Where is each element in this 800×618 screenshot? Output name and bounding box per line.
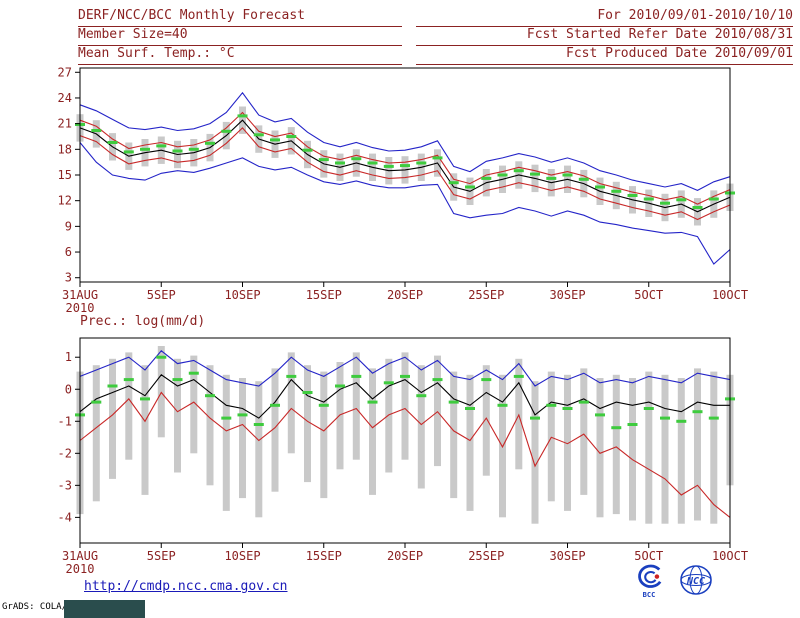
svg-text:20SEP: 20SEP [387, 288, 423, 302]
svg-text:10OCT: 10OCT [712, 549, 748, 563]
svg-text:12: 12 [58, 194, 72, 208]
svg-text:10OCT: 10OCT [712, 288, 748, 302]
svg-text:30SEP: 30SEP [549, 549, 585, 563]
ncc-equator-line [680, 574, 712, 586]
svg-text:3: 3 [65, 271, 72, 285]
forecast-range-label: For 2010/09/01-2010/10/10 [416, 8, 793, 27]
svg-text:-3: -3 [58, 478, 72, 492]
logos: BCC NCC [633, 564, 717, 599]
bcc-logo: BCC [633, 564, 665, 599]
svg-text:10SEP: 10SEP [224, 549, 260, 563]
svg-text:25SEP: 25SEP [468, 288, 504, 302]
svg-text:5OCT: 5OCT [634, 549, 663, 563]
bcc-swirl-icon [638, 564, 662, 588]
svg-text:18: 18 [58, 142, 72, 156]
ncc-meridian-line [689, 565, 703, 595]
ncc-logo: NCC [675, 564, 717, 596]
svg-text:21: 21 [58, 117, 72, 131]
svg-text:2010: 2010 [66, 301, 95, 315]
svg-text:-2: -2 [58, 446, 72, 460]
svg-text:27: 27 [58, 65, 72, 79]
ncc-logo-label: NCC [686, 576, 705, 587]
svg-text:5SEP: 5SEP [147, 549, 176, 563]
svg-text:10SEP: 10SEP [224, 288, 260, 302]
svg-text:15: 15 [58, 168, 72, 182]
svg-text:1: 1 [65, 350, 72, 364]
taskbar-fragment [64, 600, 145, 618]
svg-text:-1: -1 [58, 414, 72, 428]
svg-text:0: 0 [65, 382, 72, 396]
header-left: DERF/NCC/BCC Monthly Forecast Member Siz… [78, 8, 402, 65]
svg-text:15SEP: 15SEP [306, 549, 342, 563]
site-url-link[interactable]: http://cmdp.ncc.cma.gov.cn [84, 579, 288, 594]
forecast-title: DERF/NCC/BCC Monthly Forecast [78, 8, 402, 27]
svg-text:5SEP: 5SEP [147, 288, 176, 302]
refer-date-label: Fcst Started Refer Date 2010/08/31 [416, 27, 793, 46]
member-size-label: Member Size=40 [78, 27, 402, 46]
svg-text:24: 24 [58, 91, 72, 105]
produced-date-label: Fcst Produced Date 2010/09/01 [416, 46, 793, 65]
svg-text:5OCT: 5OCT [634, 288, 663, 302]
svg-text:2010: 2010 [66, 562, 95, 576]
prec-variable-label: Prec.: log(mm/d) [80, 314, 206, 329]
svg-text:30SEP: 30SEP [549, 288, 585, 302]
bcc-inner-arc [644, 570, 657, 584]
temp-variable-label: Mean Surf. Temp.: °C [78, 46, 402, 65]
grads-credit: GrADS: COLA/IGES [2, 602, 89, 612]
svg-text:25SEP: 25SEP [468, 549, 504, 563]
header-right: For 2010/09/01-2010/10/10 Fcst Started R… [416, 8, 793, 65]
svg-text:15SEP: 15SEP [306, 288, 342, 302]
svg-text:31AUG: 31AUG [62, 288, 98, 302]
svg-text:31AUG: 31AUG [62, 549, 98, 563]
svg-text:-4: -4 [58, 510, 72, 524]
bcc-outer-arc [638, 564, 662, 588]
svg-text:9: 9 [65, 219, 72, 233]
bcc-red-dot [654, 574, 660, 579]
svg-text:6: 6 [65, 245, 72, 259]
ncc-globe-icon: NCC [680, 565, 712, 595]
bcc-logo-label: BCC [642, 591, 656, 599]
svg-text:20SEP: 20SEP [387, 549, 423, 563]
